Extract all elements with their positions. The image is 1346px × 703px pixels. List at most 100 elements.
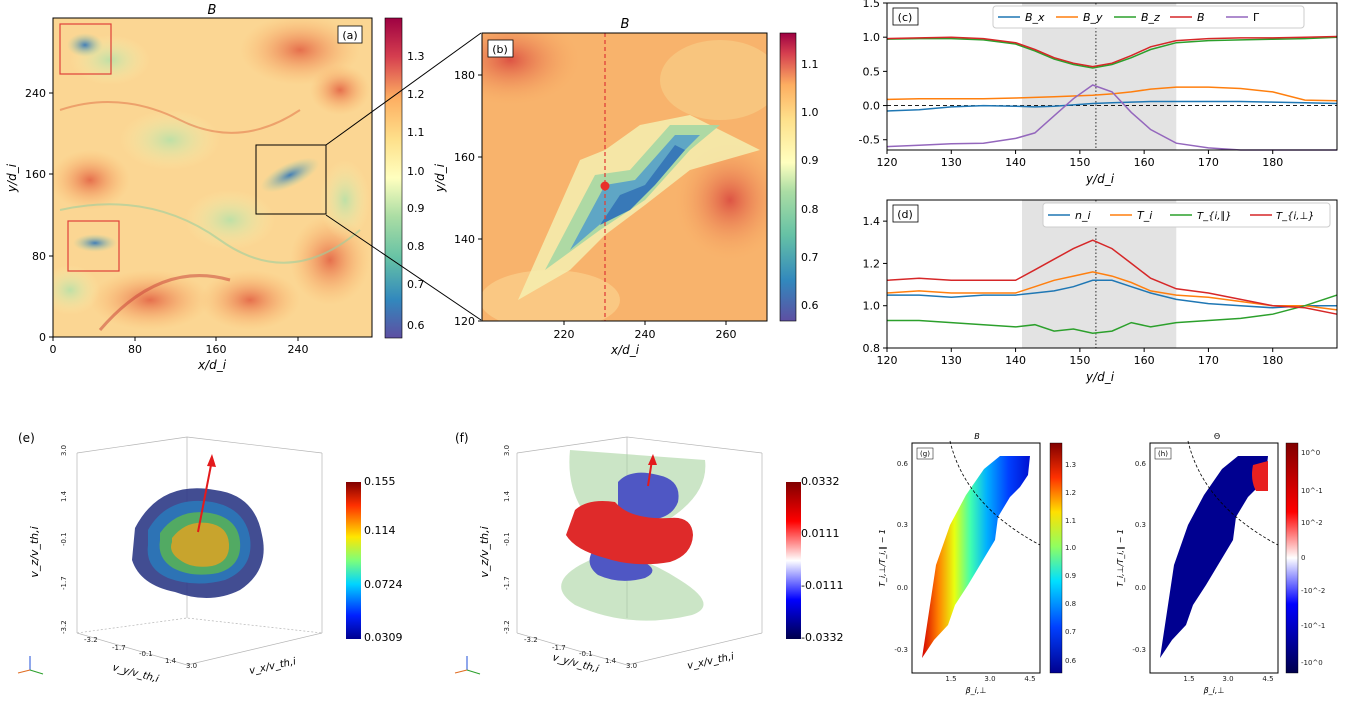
panel-g-xlabel: β_i,⊥ [965, 686, 987, 695]
panel-d-label-box: (d) [892, 204, 919, 223]
panel-d-legend: n_i T_i T_{i,∥} T_{i,⊥} [1042, 202, 1331, 228]
y-tick: -0.3 [1132, 646, 1146, 654]
panel-e-xlabel: v_x/v_th,i [248, 656, 297, 677]
panel-a-field [53, 18, 372, 337]
colorbar-f-ticks: 0.0332 0.0111 -0.0111 -0.0332 [801, 475, 843, 644]
x-tick: 140 [1005, 156, 1026, 169]
cbar-tick: 10^-2 [1301, 519, 1323, 527]
panel-e: (e) v_z/v_th,i 3.0 1.4 -0.1 -1.7 -3.2 v_… [17, 431, 403, 685]
colorbar-e-ticks: 0.155 0.114 0.0724 0.0309 [364, 475, 403, 644]
cbar-tick: 1.1 [801, 58, 819, 71]
x-tick: 3.0 [186, 662, 197, 670]
y-tick: 0.6 [897, 460, 909, 468]
colorbar-a-ticks: 0.6 0.7 0.8 0.9 1.0 1.1 1.2 1.3 [407, 50, 425, 332]
cbar-tick: 0.6 [1065, 657, 1077, 665]
zoom-connectors [325, 32, 482, 321]
y-tick: 0.0 [863, 100, 881, 113]
panel-e-zlabel: v_z/v_th,i [28, 526, 41, 577]
panel-f-zticks: 3.0 1.4 -0.1 -1.7 -3.2 [503, 445, 511, 634]
panel-f-zlabel: v_z/v_th,i [478, 526, 491, 577]
x-tick: 120 [877, 156, 898, 169]
cbar-tick: 0.114 [364, 524, 396, 537]
cbar-tick: 0.9 [1065, 572, 1076, 580]
y-tick: 0.3 [1135, 521, 1146, 529]
x-tick: 3.0 [984, 675, 995, 683]
y-tick: 80 [32, 250, 46, 263]
cbar-tick: -10^0 [1301, 659, 1323, 667]
panel-g-title: B [974, 432, 980, 441]
panel-h-label: (h) [1158, 450, 1168, 458]
legend-bz: B_z [1141, 11, 1160, 24]
x-tick: 1.4 [165, 657, 177, 665]
panel-a-xlabel: x/d_i [197, 358, 227, 372]
x-tick: 160 [1134, 156, 1155, 169]
y-tick: 0.8 [863, 342, 881, 355]
panel-f-label: (f) [455, 431, 469, 445]
x-tick: 4.5 [1024, 675, 1035, 683]
center-point [600, 181, 610, 191]
cbar-tick: -0.0111 [801, 579, 843, 592]
y-tick: 0 [39, 331, 46, 344]
blue-lobe-upper [618, 472, 679, 521]
panel-f: (f) v_z/v_th,i 3.0 1.4 -0.1 -1.7 -3.2 v_… [454, 431, 843, 675]
panel-d-yticks: 0.8 1.0 1.2 1.4 [863, 215, 887, 355]
z-tick: -1.7 [503, 576, 511, 590]
panel-g-label: (g) [920, 450, 930, 458]
y-tick: 160 [25, 168, 46, 181]
legend-ti: T_i [1137, 209, 1152, 222]
x-tick: 160 [1134, 354, 1155, 367]
y-tick: 0.0 [1135, 584, 1146, 592]
z-tick: -0.1 [60, 532, 68, 546]
panel-h-xlabel: β_i,⊥ [1203, 686, 1225, 695]
series-line [886, 239, 1338, 315]
z-tick: -1.7 [60, 576, 68, 590]
panel-b-label: (b) [492, 43, 508, 56]
axis-triad-f [454, 656, 481, 675]
series-line [887, 294, 1338, 334]
cbar-tick: 10^-1 [1301, 487, 1323, 495]
panel-b: B (b) 220 240 260 120 140 160 180 x/d_i … [433, 17, 819, 357]
y-tick: 240 [25, 87, 46, 100]
panel-b-ylabel: y/d_i [433, 163, 447, 193]
y-tick: -0.3 [894, 646, 908, 654]
panel-e-xticks: -3.2 -1.7 -0.1 1.4 3.0 [84, 636, 197, 670]
panel-c-label-box: (c) [892, 7, 919, 26]
x-tick: 0 [50, 343, 57, 356]
x-tick: 170 [1198, 156, 1219, 169]
z-tick: -3.2 [60, 620, 68, 634]
x-tick: 3.0 [1222, 675, 1233, 683]
legend-b: B [1197, 11, 1205, 24]
colorbar-g [1049, 442, 1063, 674]
panel-h-ylabel: T_i,⊥/T_i,∥ − 1 [1116, 529, 1125, 587]
panel-d-xticks: 120 130 140 150 160 170 180 [877, 348, 1283, 367]
cbar-tick: 1.0 [407, 165, 425, 178]
y-tick: 0.3 [897, 521, 908, 529]
cbar-tick: 0.7 [801, 251, 819, 264]
series-line [886, 271, 1338, 311]
cbar-tick: 0.0724 [364, 578, 403, 591]
series-line [886, 36, 1338, 69]
x-tick: 1.4 [605, 657, 617, 665]
x-tick: 260 [716, 328, 737, 341]
x-tick: 120 [877, 354, 898, 367]
cbar-tick: 1.3 [1065, 461, 1076, 469]
series-line [886, 35, 1338, 68]
panel-h-title: Θ [1214, 432, 1220, 441]
z-tick: 3.0 [60, 445, 68, 456]
panel-d-lines [886, 239, 1338, 334]
series-line [886, 100, 1338, 112]
panel-h-xticks: 1.5 3.0 4.5 [1183, 675, 1273, 683]
x-tick: -3.2 [524, 636, 538, 644]
panel-d: (d) n_i T_i T_{i,∥} T_{i,⊥} 120 130 140 150… [863, 199, 1338, 384]
panel-g-yticks: -0.3 0.0 0.3 0.6 [894, 460, 908, 654]
panel-h-data [1160, 456, 1268, 658]
colorbar-g-ticks: 0.6 0.7 0.8 0.9 1.0 1.1 1.2 1.3 [1065, 461, 1077, 665]
series-line [886, 86, 1338, 102]
threshold-curve [1187, 440, 1279, 546]
panel-c: (c) B_x B_y B_z B Γ 120 130 140 150 160 170 18… [859, 0, 1338, 186]
x-tick: 130 [941, 156, 962, 169]
panel-g-xticks: 1.5 3.0 4.5 [945, 675, 1035, 683]
panel-b-xticks: 220 240 260 [554, 321, 737, 341]
y-tick: 1.0 [863, 31, 881, 44]
cbar-tick: 0.9 [801, 154, 819, 167]
